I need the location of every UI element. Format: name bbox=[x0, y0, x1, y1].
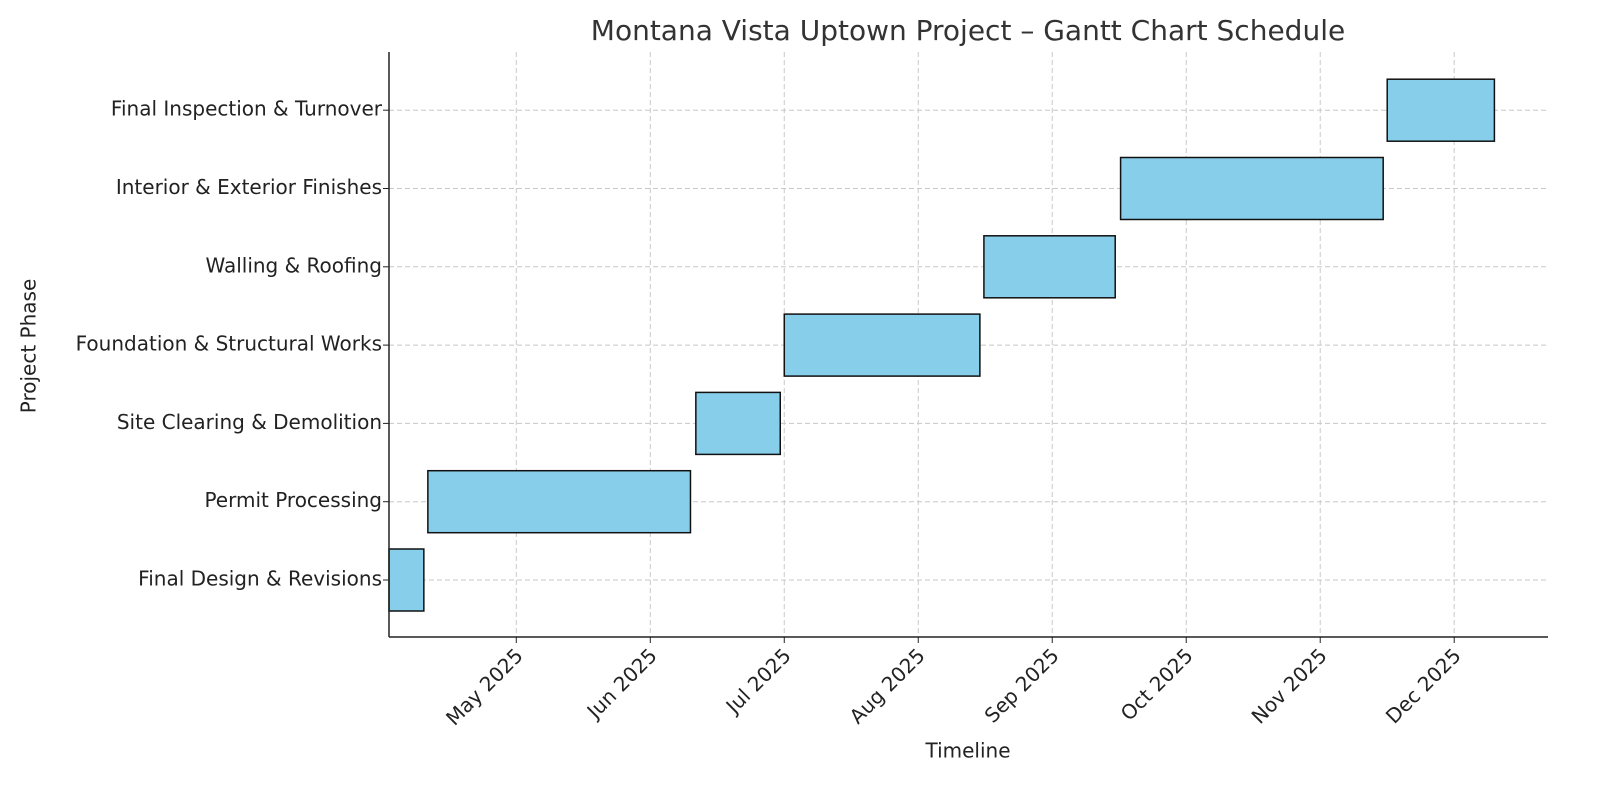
x-tick-label: Nov 2025 bbox=[1247, 643, 1332, 728]
y-axis-label: Project Phase bbox=[17, 279, 41, 414]
bar bbox=[695, 391, 781, 456]
chart-title: Montana Vista Uptown Project – Gantt Cha… bbox=[591, 14, 1345, 47]
x-axis-label: Timeline bbox=[924, 739, 1010, 763]
bar bbox=[427, 469, 692, 534]
x-tick-label: Sep 2025 bbox=[980, 643, 1064, 727]
y-tick-label: Foundation & Structural Works bbox=[76, 332, 382, 356]
x-tick-label: Dec 2025 bbox=[1381, 643, 1466, 728]
x-tick-label: Jun 2025 bbox=[581, 643, 662, 724]
y-tick-label: Final Inspection & Turnover bbox=[111, 97, 383, 121]
bar bbox=[783, 313, 981, 377]
y-tick-label: Site Clearing & Demolition bbox=[117, 410, 382, 434]
y-tick-label: Walling & Roofing bbox=[205, 253, 382, 277]
bar bbox=[1119, 156, 1384, 221]
x-tick-label: Jul 2025 bbox=[720, 643, 796, 719]
bar bbox=[1386, 78, 1496, 142]
x-tick-label: Aug 2025 bbox=[845, 643, 930, 728]
bar bbox=[983, 235, 1116, 299]
x-tick-label: May 2025 bbox=[441, 643, 528, 730]
y-tick-label: Permit Processing bbox=[204, 488, 382, 512]
y-tick-label: Interior & Exterior Finishes bbox=[116, 175, 382, 199]
bar bbox=[388, 548, 425, 612]
y-tick-label: Final Design & Revisions bbox=[138, 567, 382, 591]
x-tick-label: Oct 2025 bbox=[1116, 643, 1198, 725]
